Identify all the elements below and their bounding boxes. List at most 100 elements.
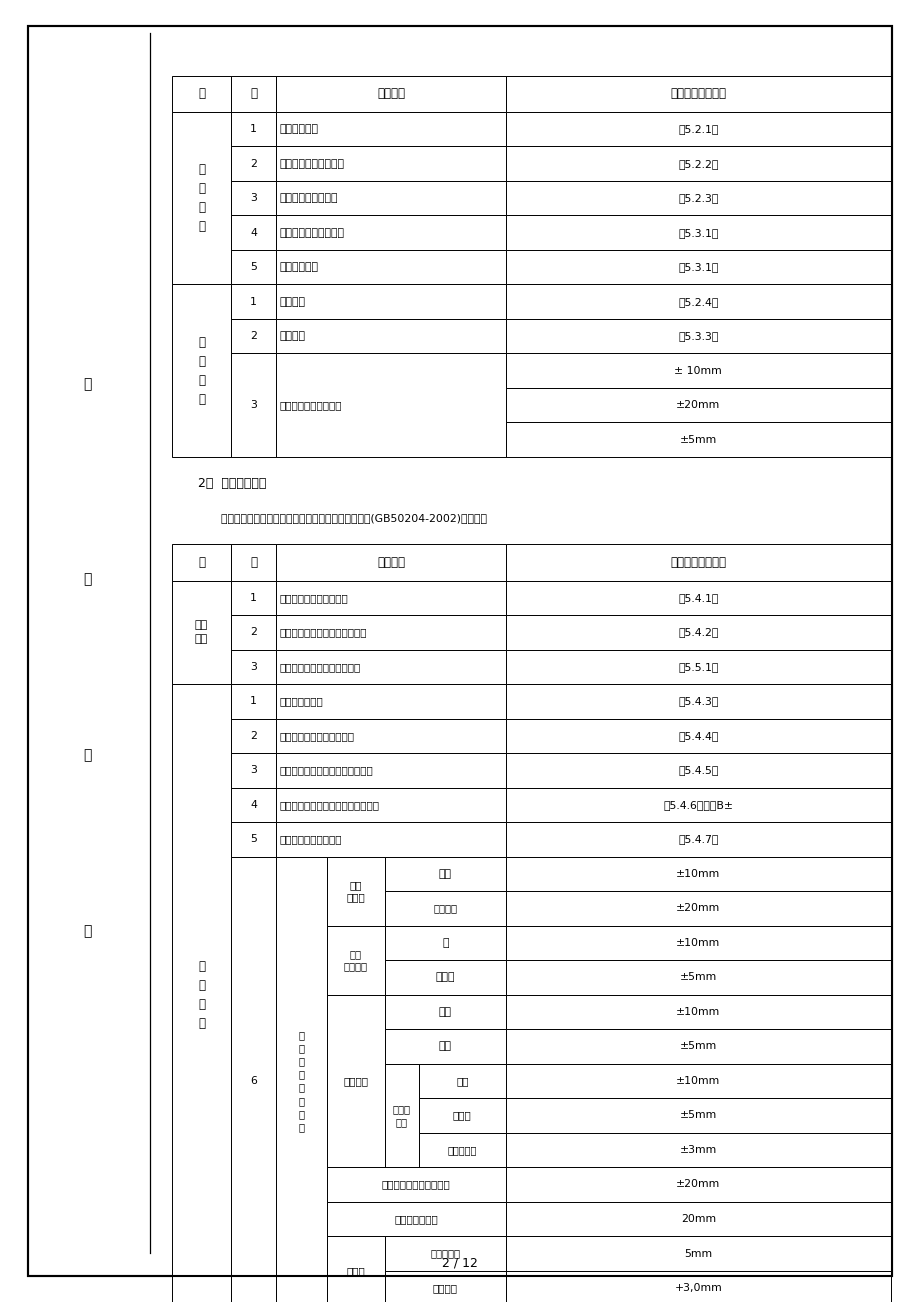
Bar — [231, 650, 276, 684]
Bar — [276, 581, 505, 615]
Text: 3: 3 — [250, 661, 256, 672]
Bar — [505, 823, 890, 857]
Bar — [418, 1098, 505, 1133]
Text: 基础: 基础 — [456, 1075, 468, 1086]
Bar — [231, 215, 276, 250]
Text: 主
控
项
目: 主 控 项 目 — [198, 163, 205, 233]
Text: ±5mm: ±5mm — [679, 973, 716, 983]
Bar — [276, 250, 505, 284]
Bar — [418, 1133, 505, 1167]
Text: 第5.3.3条: 第5.3.3条 — [677, 331, 718, 341]
Bar — [276, 147, 505, 181]
Text: 第5.3.1条: 第5.3.1条 — [677, 228, 718, 238]
Text: 5mm: 5mm — [684, 1249, 711, 1259]
Bar — [231, 788, 276, 823]
Bar — [384, 1271, 505, 1302]
Text: 第5.2.2条: 第5.2.2条 — [677, 159, 718, 169]
Bar — [326, 1167, 505, 1202]
Bar — [276, 76, 505, 112]
Text: 长: 长 — [441, 937, 448, 948]
Bar — [384, 995, 505, 1029]
Text: 中心线位置: 中心线位置 — [430, 1249, 460, 1259]
Bar — [505, 1098, 890, 1133]
Text: 内: 内 — [83, 749, 92, 762]
Bar — [276, 319, 505, 353]
Text: 宽、高: 宽、高 — [435, 973, 455, 983]
Bar — [172, 76, 231, 112]
Bar — [505, 388, 890, 422]
Text: 钢筋弯起点位置: 钢筋弯起点位置 — [394, 1213, 437, 1224]
Text: 序: 序 — [250, 556, 256, 569]
Bar — [505, 1029, 890, 1064]
Bar — [505, 788, 890, 823]
Bar — [231, 581, 276, 615]
Bar — [505, 319, 890, 353]
Text: ±5mm: ±5mm — [679, 1042, 716, 1052]
Text: 保护层
厚度: 保护层 厚度 — [392, 1104, 410, 1128]
Text: 纵向受力钉筋的连接方式: 纵向受力钉筋的连接方式 — [279, 592, 348, 603]
Text: ±20mm: ±20mm — [675, 400, 720, 410]
Bar — [505, 250, 890, 284]
Bar — [505, 422, 890, 457]
Bar — [276, 215, 505, 250]
Text: 1: 1 — [250, 297, 256, 307]
Bar — [505, 1133, 890, 1167]
Text: 排距: 排距 — [438, 1042, 451, 1052]
Bar — [276, 353, 505, 457]
Bar — [505, 891, 890, 926]
Text: 第5.4.6条附录B±: 第5.4.6条附录B± — [663, 799, 732, 810]
Text: 允许偏差或允许値: 允许偏差或允许値 — [670, 556, 725, 569]
Bar — [505, 1167, 890, 1202]
Bar — [276, 285, 505, 319]
Text: 允许偏差或允许値: 允许偏差或允许値 — [670, 87, 725, 100]
Bar — [276, 684, 505, 719]
Text: 长宽: 长宽 — [438, 868, 451, 879]
Bar — [231, 719, 276, 753]
Bar — [505, 215, 890, 250]
Text: 序: 序 — [250, 87, 256, 100]
Text: 3: 3 — [250, 400, 256, 410]
Text: 力学性能检验: 力学性能检验 — [279, 124, 318, 134]
Text: 2、  钉筋安装工程: 2、 钉筋安装工程 — [198, 477, 266, 490]
Bar — [505, 753, 890, 788]
Text: ±10mm: ±10mm — [675, 937, 720, 948]
Text: 化学成分等专项检验: 化学成分等专项检验 — [279, 193, 338, 203]
Bar — [231, 353, 276, 457]
Bar — [276, 788, 505, 823]
Text: 箍筋弯钙形式: 箍筋弯钙形式 — [279, 262, 318, 272]
Text: 接头位置和数量: 接头位置和数量 — [279, 697, 323, 707]
Text: 一
般
项
目: 一 般 项 目 — [198, 336, 205, 406]
Bar — [505, 995, 890, 1029]
Bar — [231, 147, 276, 181]
Bar — [505, 581, 890, 615]
Text: 2: 2 — [250, 159, 256, 169]
Text: 5: 5 — [250, 835, 256, 845]
Text: 绑扎箍筋、横向钢筋间距: 绑扎箍筋、横向钢筋间距 — [381, 1180, 450, 1190]
Bar — [505, 1064, 890, 1098]
Text: 柱、梁: 柱、梁 — [452, 1111, 471, 1121]
Text: 4: 4 — [250, 799, 256, 810]
Text: 预埋件: 预埋件 — [346, 1266, 365, 1276]
Bar — [276, 544, 505, 581]
Bar — [326, 1202, 505, 1237]
Text: 第5.2.1条: 第5.2.1条 — [677, 124, 718, 134]
Text: 检查项目: 检查项目 — [377, 556, 404, 569]
Bar — [505, 76, 890, 112]
Bar — [172, 544, 231, 581]
Bar — [505, 353, 890, 388]
Text: ±10mm: ±10mm — [675, 868, 720, 879]
Bar — [505, 181, 890, 215]
Text: 第5.4.4条: 第5.4.4条 — [677, 730, 718, 741]
Text: 第5.4.3条: 第5.4.3条 — [677, 697, 718, 707]
Bar — [276, 112, 505, 147]
Text: 绑扎
钢筋网: 绑扎 钢筋网 — [346, 880, 365, 902]
Bar — [505, 615, 890, 650]
Bar — [505, 1271, 890, 1302]
Text: ±20mm: ±20mm — [675, 1180, 720, 1190]
Text: 4: 4 — [250, 228, 256, 238]
Bar — [505, 719, 890, 753]
Bar — [326, 1237, 384, 1302]
Text: ±5mm: ±5mm — [679, 435, 716, 445]
Bar — [384, 1064, 418, 1167]
Bar — [276, 650, 505, 684]
